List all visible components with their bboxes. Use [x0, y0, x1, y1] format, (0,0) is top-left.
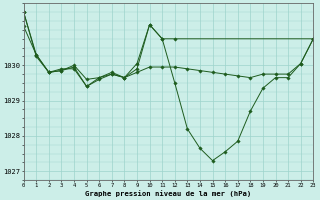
X-axis label: Graphe pression niveau de la mer (hPa): Graphe pression niveau de la mer (hPa)	[85, 190, 252, 197]
